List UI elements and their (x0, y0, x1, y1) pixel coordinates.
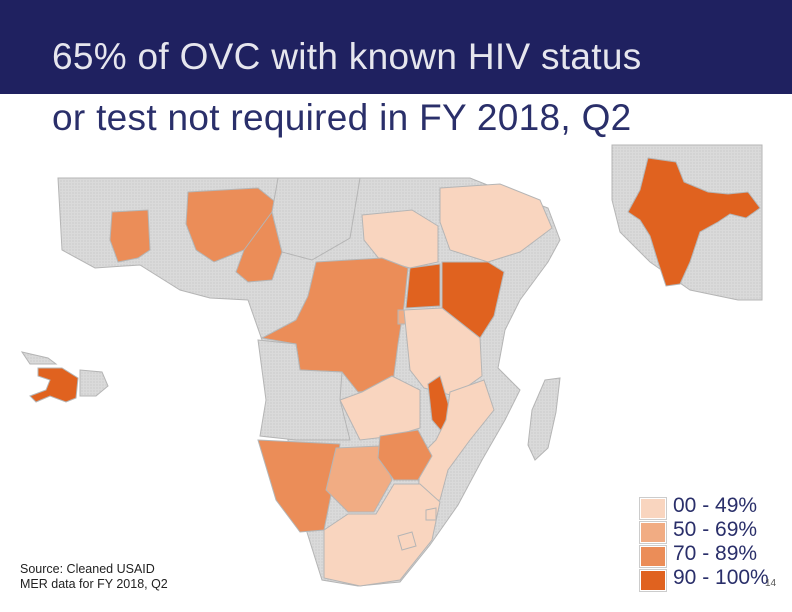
madagascar-shape (527, 377, 561, 461)
legend-swatch (640, 498, 666, 519)
ethiopia-shape (439, 183, 553, 263)
slide-title-line1: 65% of OVC with known HIV status (52, 36, 642, 77)
legend-swatch (640, 522, 666, 543)
source-line2: MER data for FY 2018, Q2 (20, 577, 168, 591)
slide-title-line2: or test not required in FY 2018, Q2 (52, 97, 632, 138)
haiti-shape (29, 367, 79, 403)
legend-swatch (640, 546, 666, 567)
cote-divoire-shape (109, 209, 151, 263)
source-note: Source: Cleaned USAID MER data for FY 20… (20, 562, 220, 592)
zambia-shape (339, 375, 421, 441)
zimbabwe-shape (377, 429, 433, 481)
india-shape (627, 157, 761, 287)
south-sudan-shape (361, 209, 439, 269)
legend-label: 70 - 89% (673, 542, 758, 565)
cuba-shape (20, 351, 58, 365)
chad-shape (271, 177, 361, 261)
uganda-shape (405, 263, 441, 309)
legend-label: 00 - 49% (673, 494, 758, 517)
mozambique-shape (417, 379, 495, 505)
legend-label: 90 - 100% (673, 566, 769, 589)
dominican-republic-shape (79, 369, 109, 397)
source-line1: Source: Cleaned USAID (20, 562, 155, 576)
choropleth-map (20, 144, 763, 587)
legend-swatch (640, 570, 666, 591)
south-africa-shape (323, 483, 441, 587)
page-number: 14 (765, 578, 777, 589)
angola-shape (257, 339, 351, 441)
eswatini-shape (425, 507, 437, 521)
legend-label: 50 - 69% (673, 518, 758, 541)
title-band (0, 0, 792, 94)
lesotho-shape (397, 531, 417, 551)
